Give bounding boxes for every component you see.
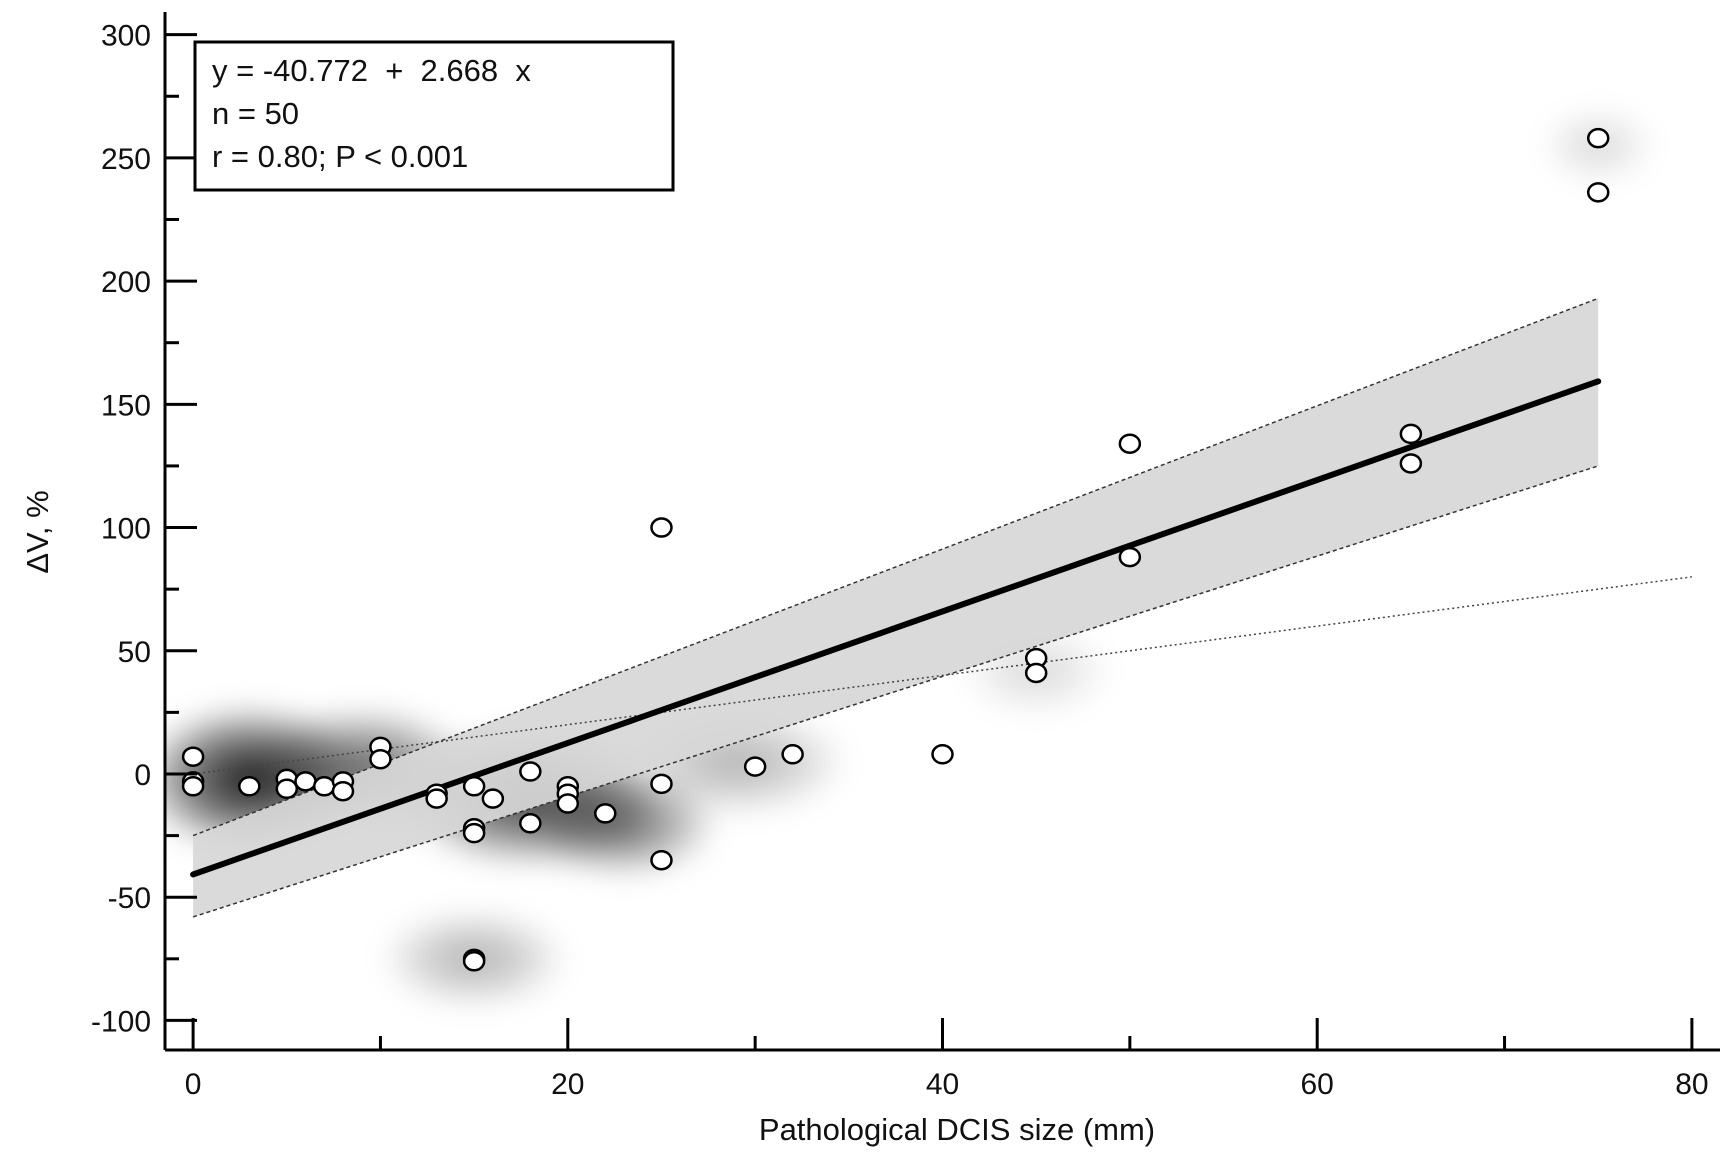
stats-annotation-box <box>193 40 675 192</box>
regression-equation: y = -40.772 + 2.668 x <box>212 53 531 88</box>
data-point-25 <box>594 803 617 824</box>
axes: -100 -50 0 50 100 150 200 250 300 0 20 40 60 80 <box>91 12 1720 1101</box>
y-tick-label-4: 100 <box>101 513 151 546</box>
data-point-26 <box>650 517 673 538</box>
data-point-34 <box>1118 433 1142 454</box>
data-point-14 <box>462 776 486 797</box>
data-point-33 <box>1024 662 1048 684</box>
density-shading <box>165 108 1655 1009</box>
x-tick-label-4: 80 <box>1675 1068 1708 1101</box>
data-point-21 <box>519 813 542 834</box>
data-point-9 <box>331 780 355 802</box>
correlation-stat: r = 0.80; P < 0.001 <box>212 139 468 174</box>
y-tick-label-3: 50 <box>118 636 151 669</box>
data-point-3 <box>238 776 261 797</box>
data-point-27 <box>650 773 673 795</box>
data-point-0 <box>181 746 205 767</box>
data-point-2 <box>181 776 205 797</box>
data-points <box>181 127 1610 972</box>
data-point-35 <box>1118 546 1142 568</box>
regression-line <box>190 378 1602 878</box>
data-point-19 <box>481 788 505 809</box>
y-tick-label-1: -50 <box>108 882 151 915</box>
stats-annotation: y = -40.772 + 2.668 x n = 50 r = 0.80; P… <box>193 40 675 192</box>
data-point-7 <box>312 776 336 797</box>
data-point-29 <box>743 756 767 777</box>
data-point-20 <box>519 761 542 782</box>
confidence-band-upper-edge <box>192 297 1599 837</box>
data-point-5 <box>275 778 299 800</box>
confidence-band-lower-edge <box>192 465 1599 918</box>
data-point-11 <box>369 748 392 770</box>
y-tick-label-0: -100 <box>91 1005 151 1038</box>
data-point-30 <box>781 744 804 765</box>
data-point-38 <box>1586 127 1610 149</box>
data-point-13 <box>425 788 448 809</box>
y-axis-title: ΔV, % <box>20 490 55 573</box>
sample-size: n = 50 <box>212 96 299 131</box>
data-point-39 <box>1586 182 1610 203</box>
y-tick-label-2: 0 <box>134 759 151 792</box>
confidence-band <box>193 298 1599 917</box>
identity-line <box>193 576 1692 775</box>
data-point-24 <box>556 793 580 814</box>
x-tick-label-1: 20 <box>551 1068 584 1101</box>
y-tick-label-8: 300 <box>101 20 151 53</box>
data-point-28 <box>650 849 673 871</box>
x-tick-label-3: 60 <box>1301 1068 1334 1101</box>
y-tick-label-5: 150 <box>101 389 151 422</box>
data-point-16 <box>462 822 486 844</box>
x-tick-label-2: 40 <box>926 1068 959 1101</box>
data-point-18 <box>462 951 486 972</box>
y-tick-label-7: 250 <box>101 143 151 176</box>
y-tick-label-6: 200 <box>101 266 151 299</box>
data-point-36 <box>1399 423 1423 445</box>
x-axis-title: Pathological DCIS size (mm) <box>759 1112 1155 1147</box>
data-point-37 <box>1399 453 1423 474</box>
data-point-6 <box>294 771 317 792</box>
x-tick-label-0: 0 <box>185 1068 202 1101</box>
data-point-31 <box>931 744 954 765</box>
